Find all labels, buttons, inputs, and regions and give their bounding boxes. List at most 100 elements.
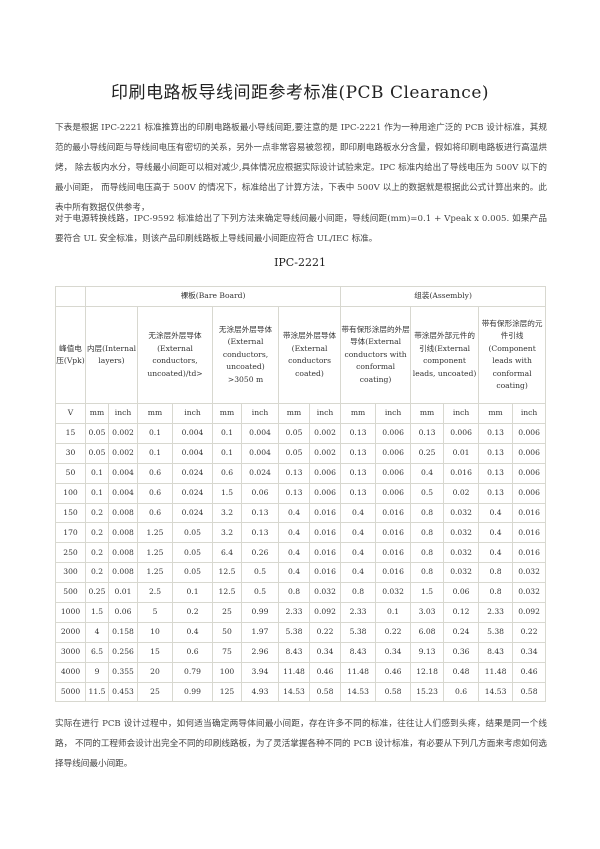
unit-header-mm: mm <box>478 403 514 424</box>
value-cell: 0.13 <box>278 482 310 504</box>
voltage-cell: 15 <box>55 423 86 444</box>
value-cell: 0.99 <box>172 681 213 703</box>
value-cell: 0.006 <box>443 423 480 444</box>
value-cell: 0.002 <box>108 423 138 444</box>
value-cell: 0.13 <box>478 482 514 504</box>
value-cell: 0.46 <box>308 661 342 683</box>
value-cell: 14.53 <box>278 681 310 703</box>
value-cell: 0.006 <box>512 482 547 504</box>
voltage-cell: 250 <box>55 542 86 564</box>
voltage-cell: 1000 <box>55 602 86 623</box>
value-cell: 0.006 <box>308 462 342 484</box>
voltage-cell: 50 <box>55 462 86 484</box>
value-cell: 0.016 <box>308 542 342 564</box>
column-header: 带有保形涂层的元件引线(Component leads with conform… <box>478 306 547 404</box>
value-cell: 1.5 <box>85 602 109 623</box>
value-cell: 0.016 <box>443 462 480 484</box>
value-cell: 0.6 <box>172 641 213 663</box>
value-cell: 25 <box>137 681 173 703</box>
value-cell: 0.58 <box>512 681 547 703</box>
value-cell: 0.004 <box>108 482 138 504</box>
value-cell: 0.4 <box>478 542 514 564</box>
value-cell: 0.2 <box>172 602 213 623</box>
table-row: 5000 11.5 0.453 25 0.99 125 4.93 14.53 0.58 14.53… <box>55 681 547 703</box>
value-cell: 0.4 <box>278 522 310 544</box>
value-cell: 0.4 <box>340 562 377 584</box>
value-cell: 9 <box>85 661 109 683</box>
unit-header-v: V <box>55 403 86 424</box>
table-row: 170 0.2 0.008 1.25 0.05 3.2 0.13 0.4 0.016 0.4 0.0… <box>55 522 547 544</box>
value-cell: 20 <box>137 661 173 683</box>
value-cell: 0.58 <box>375 681 412 703</box>
value-cell: 0.4 <box>478 522 514 544</box>
table-row: 3000 6.5 0.256 15 0.6 75 2.96 8.43 0.34 8.43 0.34 9… <box>55 641 547 663</box>
column-header: 内层(Internal layers) <box>85 306 138 404</box>
value-cell: 0.1 <box>212 423 242 444</box>
value-cell: 0.032 <box>512 562 547 584</box>
unit-header-mm: mm <box>137 403 173 424</box>
value-cell: 3.2 <box>212 522 242 544</box>
table-row: 300 0.2 0.008 1.25 0.05 12.5 0.5 0.4 0.016 0.4 0.0… <box>55 562 547 584</box>
value-cell: 3.2 <box>212 502 242 524</box>
value-cell: 2.33 <box>478 602 514 623</box>
value-cell: 0.06 <box>443 582 480 604</box>
value-cell: 0.4 <box>172 621 213 643</box>
value-cell: 0.22 <box>375 621 412 643</box>
value-cell: 0.024 <box>172 462 213 484</box>
value-cell: 0.06 <box>108 602 138 623</box>
value-cell: 0.016 <box>375 562 412 584</box>
voltage-cell: 500 <box>55 582 86 604</box>
value-cell: 1.97 <box>241 621 279 643</box>
value-cell: 0.05 <box>85 423 109 444</box>
value-cell: 0.05 <box>278 423 310 444</box>
value-cell: 5.38 <box>278 621 310 643</box>
value-cell: 4 <box>85 621 109 643</box>
value-cell: 0.6 <box>137 482 173 504</box>
value-cell: 0.36 <box>443 641 480 663</box>
value-cell: 2.5 <box>137 582 173 604</box>
value-cell: 12.5 <box>212 582 242 604</box>
value-cell: 0.25 <box>85 582 109 604</box>
value-cell: 0.032 <box>443 502 480 524</box>
voltage-cell: 100 <box>55 482 86 504</box>
value-cell: 0.006 <box>375 482 412 504</box>
table-row: 2000 4 0.158 10 0.4 50 1.97 5.38 0.22 5.38 0.22 6.0… <box>55 621 547 643</box>
column-header: 带涂层外层导体(External conductors coated) <box>277 306 342 404</box>
table-row: 15 0.05 0.002 0.1 0.004 0.1 0.004 0.05 0.002 0.13… <box>55 423 547 444</box>
value-cell: 0.4 <box>340 502 377 524</box>
value-cell: 0.006 <box>512 423 547 444</box>
value-cell: 0.05 <box>172 522 213 544</box>
value-cell: 0.13 <box>241 522 279 544</box>
unit-header-inch: inch <box>241 403 279 424</box>
value-cell: 0.016 <box>308 522 342 544</box>
value-cell: 0.032 <box>375 582 412 604</box>
unit-header-mm: mm <box>85 403 109 424</box>
table-row: 250 0.2 0.008 1.25 0.05 6.4 0.26 0.4 0.016 0.4 0.0… <box>55 542 547 564</box>
value-cell: 0.8 <box>478 562 514 584</box>
value-cell: 0.355 <box>108 661 138 683</box>
value-cell: 0.79 <box>172 661 213 683</box>
value-cell: 1.25 <box>137 542 173 564</box>
value-cell: 1.25 <box>137 522 173 544</box>
value-cell: 0.5 <box>241 562 279 584</box>
value-cell: 1.5 <box>212 482 242 504</box>
corner-cell <box>55 286 86 307</box>
table-row: 500 0.25 0.01 2.5 0.1 12.5 0.5 0.8 0.032 0.8 0.032… <box>55 582 547 604</box>
value-cell: 0.008 <box>108 522 138 544</box>
value-cell: 2.33 <box>278 602 310 623</box>
value-cell: 0.6 <box>137 502 173 524</box>
value-cell: 0.1 <box>172 582 213 604</box>
value-cell: 0.016 <box>308 562 342 584</box>
value-cell: 0.12 <box>443 602 480 623</box>
value-cell: 0.016 <box>512 522 547 544</box>
table-row: 4000 9 0.355 20 0.79 100 3.94 11.48 0.46 11.48 0.4… <box>55 661 547 683</box>
value-cell: 0.016 <box>308 502 342 524</box>
table-row: 50 0.1 0.004 0.6 0.024 0.6 0.024 0.13 0.006 0.13 0… <box>55 462 547 484</box>
value-cell: 0.58 <box>308 681 342 703</box>
value-cell: 11.5 <box>85 681 109 703</box>
value-cell: 0.016 <box>375 502 412 524</box>
value-cell: 11.48 <box>340 661 377 683</box>
value-cell: 0.008 <box>108 502 138 524</box>
value-cell: 0.05 <box>85 442 109 464</box>
value-cell: 0.002 <box>108 442 138 464</box>
